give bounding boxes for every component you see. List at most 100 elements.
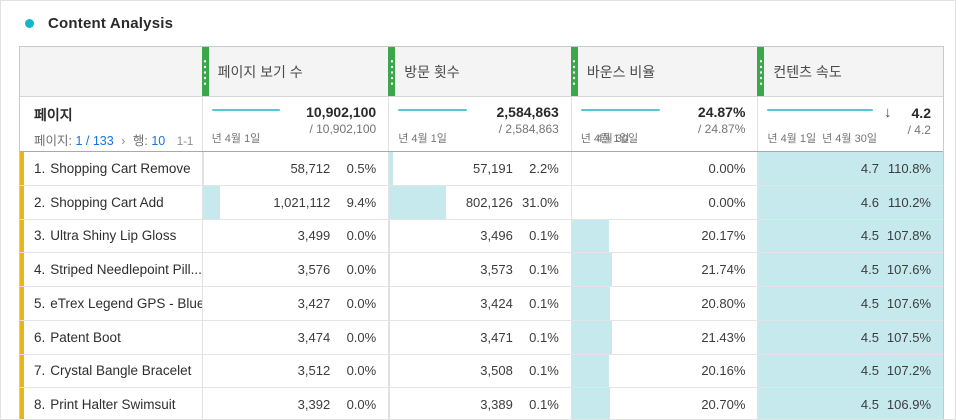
pageviews-value: 1,021,112: [273, 194, 331, 210]
cell-bounce-rate[interactable]: 20.70%: [570, 388, 758, 419]
pageviews-value: 58,712: [290, 160, 331, 176]
cell-content-velocity[interactable]: 4.5 107.6%: [757, 253, 943, 286]
pageviews-pct: 0.0%: [346, 262, 377, 278]
cell-bounce-rate[interactable]: 0.00%: [570, 152, 758, 185]
cell-visits[interactable]: 802,126 31.0%: [388, 185, 571, 219]
cell-content-velocity[interactable]: 4.6 110.2%: [757, 185, 943, 219]
column-header-label: 페이지 보기 수: [217, 63, 303, 80]
metric-of-total: / 2,584,863: [498, 122, 559, 136]
cell-visits[interactable]: 3,496 0.1%: [388, 219, 571, 253]
cell-bounce-rate[interactable]: 21.43%: [570, 320, 758, 354]
column-header-bounce-rate[interactable]: 바운스 비율: [570, 47, 758, 96]
cell-bounce-rate[interactable]: 20.17%: [570, 219, 758, 253]
pageviews-value: 3,392: [297, 397, 331, 413]
metric-of-total: / 4.2: [907, 123, 931, 137]
column-drag-handle-icon[interactable]: [570, 47, 578, 96]
visits-value: 3,471: [480, 329, 513, 345]
velocity-value: 4.5: [860, 363, 879, 379]
cell-content-velocity[interactable]: 4.5 107.2%: [757, 354, 943, 388]
cell-pageviews[interactable]: 58,712 0.5%: [201, 152, 389, 185]
row-dimension-cell[interactable]: 1. Shopping Cart Remove: [20, 152, 202, 185]
row-dimension-cell[interactable]: 4. Striped Needlepoint Pill...: [20, 253, 202, 286]
value-bar: [758, 320, 943, 354]
row-dimension-cell[interactable]: 7. Crystal Bangle Bracelet: [20, 354, 202, 388]
cell-visits[interactable]: 57,191 2.2%: [388, 152, 571, 185]
row-dimension-cell[interactable]: 6. Patent Boot: [20, 320, 202, 354]
row-rank: 1.: [34, 160, 46, 176]
cell-pageviews[interactable]: 1,021,112 9.4%: [201, 185, 389, 219]
freeform-table: 페이지 보기 수 방문 횟수 바운스 비율 컨텐츠 속도 페이지 페이지: 1: [19, 46, 944, 419]
cell-pageviews[interactable]: 3,392 0.0%: [201, 388, 389, 419]
cell-bounce-rate[interactable]: 20.80%: [570, 287, 758, 320]
column-header-label: 방문 횟수: [404, 63, 460, 80]
summary-cell-visits: 년 4월 1일 2,584,863 / 2,584,863: [388, 97, 571, 151]
column-header-pageviews[interactable]: 페이지 보기 수: [201, 47, 389, 96]
visits-pct: 0.1%: [529, 329, 559, 345]
value-bar: [758, 388, 943, 419]
column-drag-handle-icon[interactable]: [757, 47, 765, 96]
row-name: eTrex Legend GPS - Blue: [50, 295, 202, 311]
cell-bounce-rate[interactable]: 20.16%: [570, 354, 758, 388]
bounce-value: 0.00%: [708, 194, 746, 210]
column-header-content-velocity[interactable]: 컨텐츠 속도: [757, 47, 943, 96]
cell-visits[interactable]: 3,573 0.1%: [388, 253, 571, 286]
row-rank: 6.: [34, 329, 46, 345]
visits-pct: 0.1%: [529, 397, 559, 413]
row-dimension-cell[interactable]: 3. Ultra Shiny Lip Gloss: [20, 219, 202, 253]
value-bar: [389, 185, 446, 219]
table-row: 3. Ultra Shiny Lip Gloss 3,499 0.0% 3,496 0…: [20, 219, 943, 254]
cell-content-velocity[interactable]: 4.5 106.9%: [757, 388, 943, 419]
row-name: Print Halter Swimsuit: [50, 397, 176, 413]
cell-pageviews[interactable]: 3,576 0.0%: [201, 253, 389, 286]
cell-content-velocity[interactable]: 4.7 110.8%: [757, 152, 943, 185]
cell-content-velocity[interactable]: 4.5 107.5%: [757, 320, 943, 354]
cell-content-velocity[interactable]: 4.5 107.8%: [757, 219, 943, 253]
cell-pageviews[interactable]: 3,499 0.0%: [201, 219, 389, 253]
cell-pageviews[interactable]: 3,474 0.0%: [201, 320, 389, 354]
next-page-chevron-icon[interactable]: ›: [121, 134, 126, 148]
value-bar: [758, 354, 943, 388]
date-range-label: 년 4월 1일: [211, 133, 261, 145]
bounce-value: 21.74%: [701, 262, 746, 278]
summary-cell-bounce-rate: 년 4월 1일4월 30일 24.87% / 24.87%: [570, 97, 758, 151]
pageviews-value: 3,427: [297, 295, 331, 311]
page-value[interactable]: 1 / 133: [75, 134, 114, 148]
row-dimension-cell[interactable]: 8. Print Halter Swimsuit: [20, 388, 202, 419]
pageviews-value: 3,512: [297, 363, 331, 379]
cell-bounce-rate[interactable]: 21.74%: [570, 253, 758, 286]
pageviews-pct: 0.0%: [346, 397, 377, 413]
cell-visits[interactable]: 3,508 0.1%: [388, 354, 571, 388]
cell-pageviews[interactable]: 3,512 0.0%: [201, 354, 389, 388]
value-bar: [571, 388, 611, 419]
column-header-label: 바운스 비율: [586, 63, 656, 80]
bounce-value: 20.70%: [701, 397, 746, 413]
row-name: Crystal Bangle Bracelet: [50, 363, 192, 379]
value-bar: [758, 287, 943, 320]
rows-per-page-value[interactable]: 10: [151, 134, 166, 148]
value-bar: [389, 320, 391, 354]
value-bar: [571, 253, 613, 286]
bounce-value: 21.43%: [701, 329, 746, 345]
row-name: Shopping Cart Add: [50, 194, 164, 210]
value-bar: [389, 287, 391, 320]
velocity-pct: 107.2%: [886, 363, 931, 379]
cell-visits[interactable]: 3,389 0.1%: [388, 388, 571, 419]
column-header-visits[interactable]: 방문 횟수: [388, 47, 571, 96]
velocity-value: 4.5: [860, 329, 879, 345]
row-dimension-cell[interactable]: 2. Shopping Cart Add: [20, 185, 202, 219]
cell-visits[interactable]: 3,424 0.1%: [388, 287, 571, 320]
cell-content-velocity[interactable]: 4.5 107.6%: [757, 287, 943, 320]
cell-bounce-rate[interactable]: 0.00%: [570, 185, 758, 219]
cell-pageviews[interactable]: 3,427 0.0%: [201, 287, 389, 320]
row-rank: 8.: [34, 397, 46, 413]
sparkline: [767, 109, 874, 111]
sort-descending-icon[interactable]: ↓: [884, 104, 892, 121]
column-drag-handle-icon[interactable]: [388, 47, 396, 96]
row-dimension-cell[interactable]: 5. eTrex Legend GPS - Blue: [20, 287, 202, 320]
cell-visits[interactable]: 3,471 0.1%: [388, 320, 571, 354]
column-drag-handle-icon[interactable]: [201, 47, 209, 96]
row-rank: 4.: [34, 262, 46, 278]
velocity-value: 4.5: [860, 228, 879, 244]
table-header-row: 페이지 보기 수 방문 횟수 바운스 비율 컨텐츠 속도: [20, 47, 943, 97]
pageviews-pct: 0.0%: [346, 295, 377, 311]
